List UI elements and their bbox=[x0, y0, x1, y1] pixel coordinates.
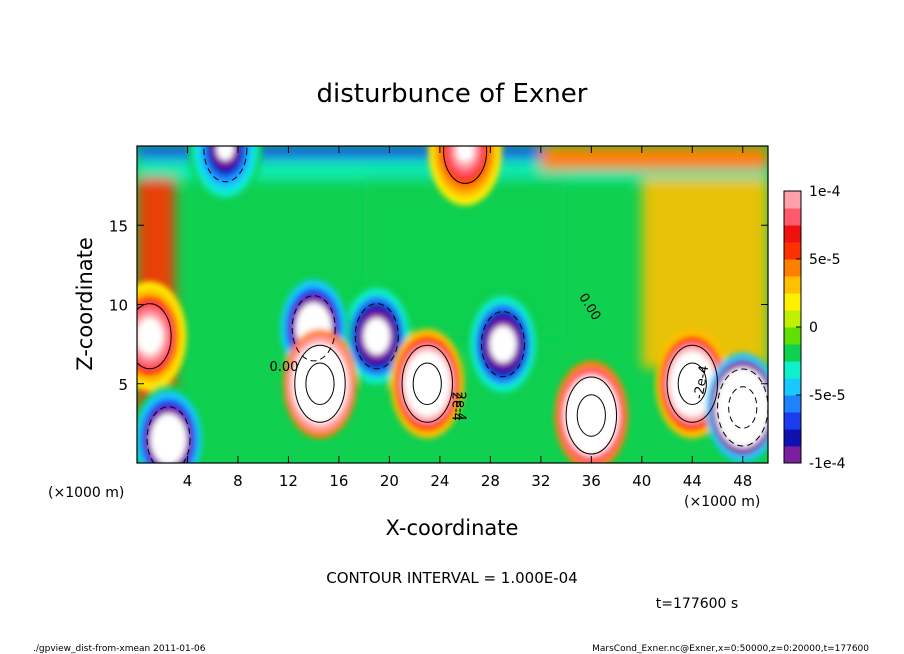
heatmap-field bbox=[137, 146, 768, 463]
contour-label: 2e-4 bbox=[449, 392, 464, 421]
y-axis: 5 10 15 bbox=[109, 217, 768, 394]
contour-line bbox=[401, 344, 453, 423]
colorbar-swatch bbox=[784, 378, 801, 396]
y-axis-label: Z-coordinate bbox=[73, 237, 97, 371]
contour-line bbox=[412, 362, 442, 406]
contour-label: 2e-4 bbox=[452, 392, 467, 421]
colorbar-tick-label: -1e-4 bbox=[809, 456, 846, 472]
y-tick-label: 10 bbox=[109, 297, 128, 315]
contour-line bbox=[137, 303, 172, 370]
contour-line bbox=[203, 146, 248, 183]
contour-label: -2e-4 bbox=[692, 364, 713, 400]
x-tick-label: 12 bbox=[279, 472, 298, 490]
colorbar-swatch bbox=[784, 242, 801, 260]
contour-label: 0.00 bbox=[270, 360, 299, 375]
colorbar-swatch bbox=[784, 395, 801, 413]
x-axis-label: X-coordinate bbox=[386, 516, 519, 540]
colorbar-swatch bbox=[784, 310, 801, 328]
y-tick-label: 5 bbox=[118, 376, 128, 394]
x-tick-label: 40 bbox=[632, 472, 651, 490]
colorbar: 1e-4 5e-5 0 -5e-5 -1e-4 bbox=[783, 184, 846, 472]
time-label: t=177600 s bbox=[656, 596, 738, 612]
field-feature bbox=[705, 352, 768, 463]
contour-line bbox=[480, 311, 525, 378]
x-unit-left: (×1000 m) bbox=[48, 485, 124, 501]
field-feature bbox=[466, 289, 540, 399]
x-tick-label: 36 bbox=[582, 472, 601, 490]
contour-line bbox=[443, 146, 488, 184]
colorbar-swatch bbox=[784, 412, 801, 430]
x-tick-label: 24 bbox=[430, 472, 449, 490]
colorbar-swatch bbox=[784, 225, 801, 243]
contour-line bbox=[677, 362, 707, 406]
colorbar-swatch bbox=[784, 446, 801, 464]
x-axis: 4 8 12 16 20 24 28 32 36 40 44 48 bbox=[183, 146, 752, 490]
field-feature bbox=[188, 146, 263, 204]
chart-title: disturbunce of Exner bbox=[317, 79, 588, 109]
colorbar-swatch bbox=[784, 361, 801, 379]
field-feature bbox=[428, 146, 502, 206]
colorbar-swatch bbox=[784, 327, 801, 345]
field-feature bbox=[137, 384, 206, 463]
field-feature bbox=[390, 329, 465, 439]
colorbar-swatch bbox=[784, 276, 801, 294]
x-tick-label: 16 bbox=[329, 472, 348, 490]
contour-line bbox=[291, 295, 336, 362]
contour-line bbox=[576, 394, 606, 437]
contour-line bbox=[666, 344, 718, 423]
colorbar-swatch bbox=[784, 191, 801, 209]
x-tick-label: 20 bbox=[380, 472, 399, 490]
contour-line bbox=[354, 303, 399, 370]
x-tick-label: 8 bbox=[233, 472, 243, 490]
x-unit-right: (×1000 m) bbox=[684, 494, 760, 510]
x-tick-label: 32 bbox=[531, 472, 550, 490]
y-tick-label: 15 bbox=[109, 217, 128, 235]
colorbar-tick-label: 5e-5 bbox=[809, 252, 840, 268]
contour-interval: CONTOUR INTERVAL = 1.000E-04 bbox=[326, 569, 577, 587]
colorbar-swatch bbox=[784, 259, 801, 277]
x-tick-label: 28 bbox=[481, 472, 500, 490]
colorbar-tick-label: 1e-4 bbox=[809, 184, 841, 200]
footer-left: ./gpview_dist-from-xmean 2011-01-06 bbox=[33, 644, 206, 654]
contour-line bbox=[565, 376, 618, 455]
colorbar-swatch bbox=[784, 429, 801, 447]
contour-line bbox=[305, 362, 335, 406]
x-tick-label: 48 bbox=[733, 472, 752, 490]
contour-line bbox=[146, 406, 191, 463]
colorbar-swatch bbox=[784, 344, 801, 362]
footer-right: MarsCond_Exner.nc@Exner,x=0:50000,z=0:20… bbox=[592, 644, 869, 654]
x-tick-label: 4 bbox=[183, 472, 193, 490]
contour-line bbox=[728, 386, 758, 429]
field-feature bbox=[283, 329, 357, 439]
x-tick-label: 44 bbox=[683, 472, 702, 490]
colorbar-tick-label: -5e-5 bbox=[809, 388, 846, 404]
colorbar-tick-label: 0 bbox=[809, 320, 818, 336]
colorbar-swatch bbox=[784, 208, 801, 226]
contour-line bbox=[294, 344, 346, 423]
colorbar-swatch bbox=[784, 293, 801, 311]
field-feature bbox=[554, 360, 629, 463]
